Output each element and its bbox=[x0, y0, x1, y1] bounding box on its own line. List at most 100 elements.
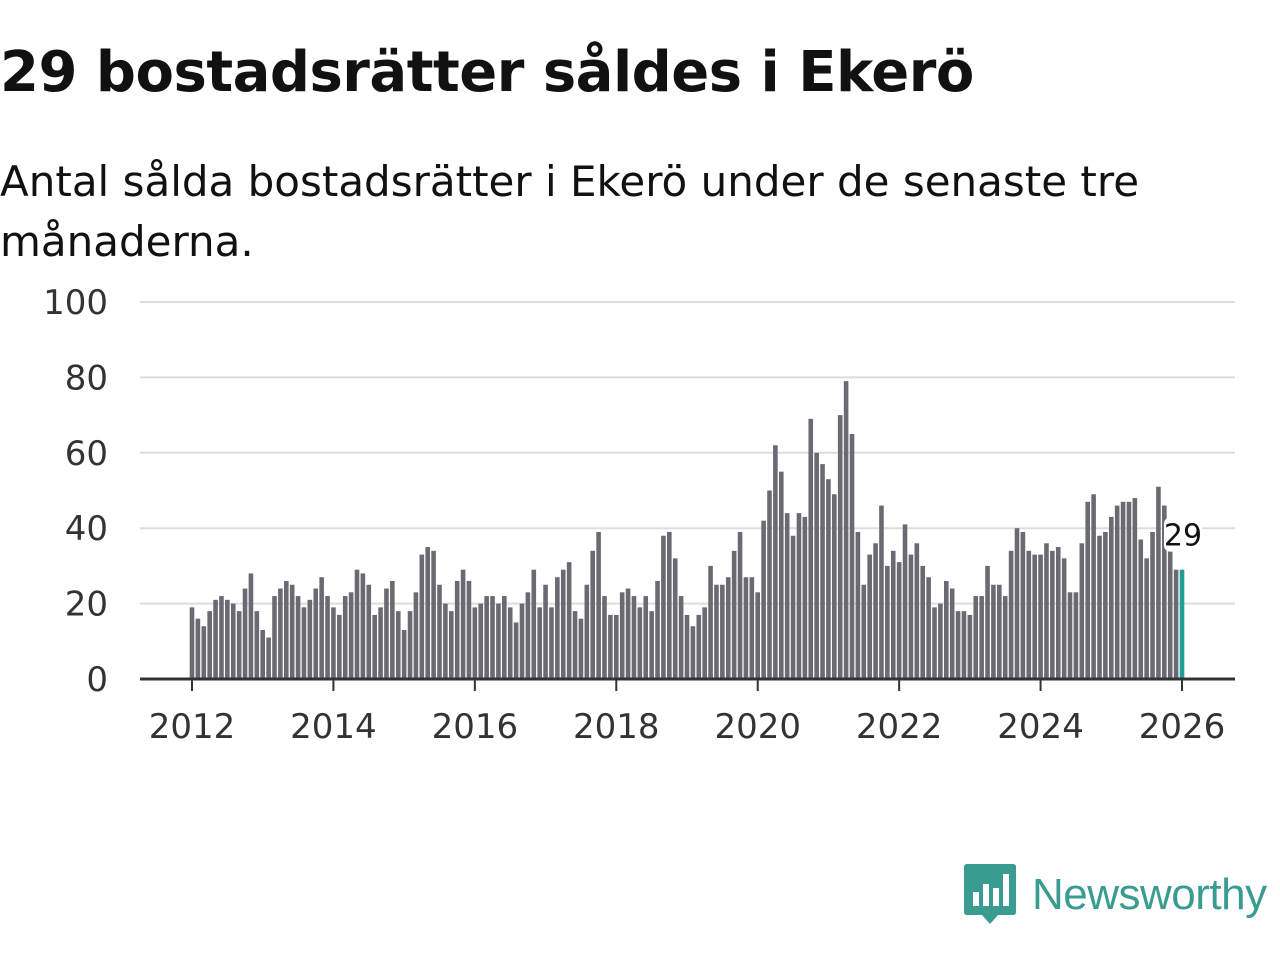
bar bbox=[731, 550, 737, 679]
bar bbox=[372, 614, 377, 679]
bar bbox=[778, 471, 784, 679]
y-tick-label: 40 bbox=[65, 509, 108, 549]
bar bbox=[1026, 550, 1032, 679]
bar bbox=[1044, 543, 1049, 679]
bar bbox=[949, 588, 955, 679]
bar bbox=[366, 584, 372, 679]
bar bbox=[955, 611, 961, 679]
bar bbox=[578, 618, 584, 679]
bar bbox=[566, 562, 572, 679]
bar bbox=[767, 490, 772, 679]
bar bbox=[890, 550, 896, 679]
bar bbox=[684, 614, 690, 679]
bar bbox=[437, 584, 442, 679]
bar bbox=[826, 479, 831, 679]
bar bbox=[278, 588, 283, 679]
bar bbox=[560, 569, 566, 679]
bar bbox=[354, 569, 360, 679]
bar bbox=[1156, 486, 1161, 679]
bar bbox=[1173, 569, 1179, 679]
bar bbox=[991, 584, 996, 679]
bar bbox=[849, 433, 855, 679]
bar bbox=[1061, 558, 1067, 679]
bar bbox=[1014, 528, 1020, 679]
bar bbox=[472, 607, 478, 679]
bar bbox=[790, 535, 796, 679]
bar bbox=[902, 524, 908, 679]
bar bbox=[1103, 531, 1108, 679]
bar bbox=[401, 629, 407, 679]
bar bbox=[932, 607, 937, 679]
bar bbox=[708, 565, 713, 679]
bar bbox=[596, 531, 601, 679]
bar bbox=[448, 611, 454, 679]
bar bbox=[1120, 501, 1126, 679]
bar-highlight bbox=[1179, 569, 1185, 679]
bar bbox=[1085, 501, 1091, 679]
bar bbox=[230, 603, 236, 679]
bar bbox=[926, 577, 931, 679]
bar bbox=[661, 535, 666, 679]
bar bbox=[254, 611, 260, 679]
bar bbox=[613, 614, 619, 679]
bar bbox=[1032, 554, 1037, 679]
bar bbox=[649, 611, 654, 679]
bar bbox=[749, 577, 755, 679]
subtitle: Antal sålda bostadsrätter i Ekerö under … bbox=[0, 157, 1140, 266]
bar bbox=[1073, 592, 1079, 679]
bar bbox=[272, 596, 277, 679]
headline: 29 bostadsrätter såldes i Ekerö bbox=[0, 40, 974, 105]
bar bbox=[655, 580, 660, 679]
bar bbox=[337, 614, 342, 679]
x-tick-label: 2020 bbox=[714, 707, 801, 747]
bar bbox=[225, 599, 230, 679]
bar bbox=[973, 596, 979, 679]
y-tick-label: 60 bbox=[65, 434, 108, 474]
bar bbox=[1162, 505, 1167, 679]
bar bbox=[301, 607, 307, 679]
bar bbox=[531, 569, 537, 679]
bar bbox=[454, 580, 460, 679]
bar bbox=[466, 580, 472, 679]
bar bbox=[519, 603, 525, 679]
bar bbox=[443, 603, 448, 679]
bar bbox=[885, 565, 890, 679]
bar bbox=[325, 596, 330, 679]
bar bbox=[1114, 505, 1120, 679]
bar bbox=[808, 418, 814, 679]
bar bbox=[714, 584, 719, 679]
bar bbox=[943, 580, 949, 679]
bar bbox=[796, 513, 802, 679]
bar bbox=[378, 607, 383, 679]
bar bbox=[608, 614, 613, 679]
bar bbox=[1020, 531, 1026, 679]
bar bbox=[525, 592, 531, 679]
gridlines bbox=[140, 301, 1235, 605]
bar bbox=[507, 607, 513, 679]
bar bbox=[407, 611, 413, 679]
bar bbox=[643, 596, 649, 679]
bar bbox=[938, 603, 943, 679]
y-tick-label: 20 bbox=[65, 585, 108, 625]
bar bbox=[242, 588, 248, 679]
bar bbox=[637, 607, 643, 679]
bar bbox=[843, 381, 849, 679]
bar bbox=[1108, 516, 1114, 679]
bar bbox=[737, 531, 743, 679]
bar bbox=[997, 584, 1002, 679]
bar bbox=[513, 622, 519, 679]
bar bbox=[720, 584, 725, 679]
bar bbox=[236, 611, 242, 679]
x-tick-label: 2016 bbox=[432, 707, 519, 747]
x-tick-label: 2014 bbox=[290, 707, 377, 747]
bar bbox=[331, 607, 336, 679]
bar bbox=[961, 611, 967, 679]
bar bbox=[307, 599, 313, 679]
bar bbox=[814, 452, 819, 679]
x-tick-label: 2024 bbox=[997, 707, 1084, 747]
bar bbox=[1144, 558, 1149, 679]
bar bbox=[837, 415, 843, 679]
bar bbox=[549, 607, 554, 679]
bar bbox=[189, 607, 195, 679]
bar bbox=[1150, 531, 1155, 679]
